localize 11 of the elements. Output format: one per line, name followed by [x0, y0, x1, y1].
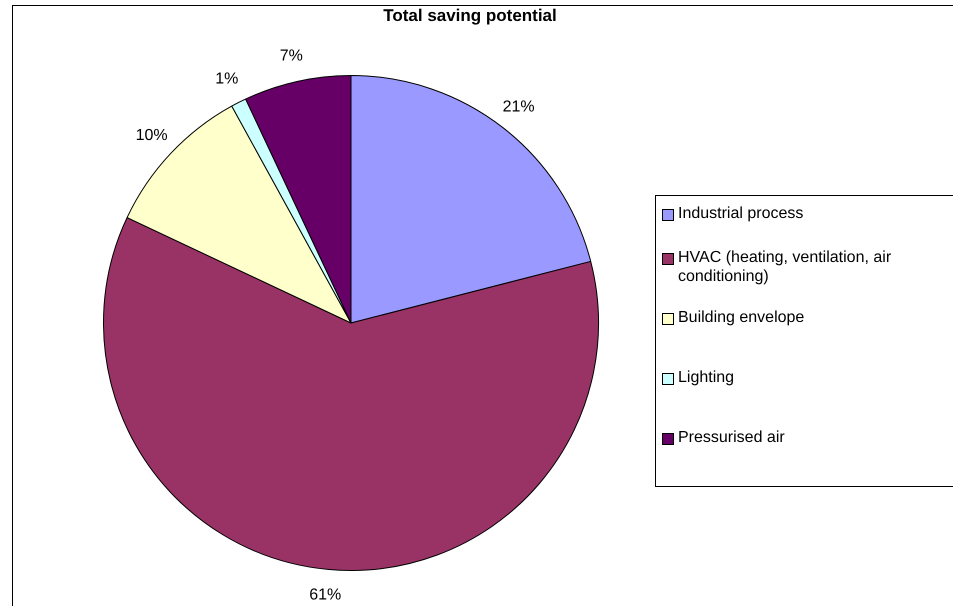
legend-label: Building envelope — [678, 308, 804, 327]
data-label: 10% — [136, 127, 168, 144]
legend-label: Industrial process — [678, 204, 804, 223]
chart-title: Total saving potential — [382, 6, 558, 26]
legend-label: HVAC (heating, ventilation, air conditioning) — [678, 248, 892, 286]
data-label: 7% — [280, 47, 303, 64]
data-label: 61% — [309, 586, 342, 604]
legend-label: Pressurised air — [678, 428, 785, 447]
data-label: 21% — [502, 98, 535, 116]
legend-label: Lighting — [678, 368, 734, 387]
data-label: 1% — [215, 70, 238, 88]
